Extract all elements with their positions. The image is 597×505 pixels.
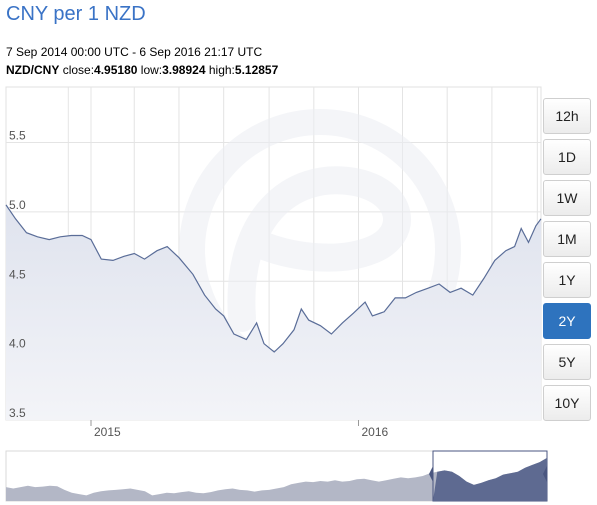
timeframe-10y-button[interactable]: 10Y — [543, 385, 591, 421]
timeframe-1d-button[interactable]: 1D — [543, 139, 591, 175]
y-tick-label: 3.5 — [9, 406, 26, 420]
timeframe-5y-button[interactable]: 5Y — [543, 344, 591, 380]
x-tick-label: 2016 — [362, 425, 389, 439]
y-tick-label: 4.0 — [9, 337, 26, 351]
low-label: low: — [140, 63, 163, 77]
timeframe-2y-button[interactable]: 2Y — [543, 303, 591, 339]
timeframe-1m-button[interactable]: 1M — [543, 221, 591, 257]
y-tick-label: 5.5 — [9, 129, 26, 143]
y-tick-label: 4.5 — [9, 267, 26, 281]
y-tick-label: 5.0 — [9, 198, 26, 212]
navigator-area — [6, 457, 547, 501]
close-value: 4.95180 — [94, 63, 138, 77]
chart-title: CNY per 1 NZD — [6, 3, 146, 25]
currency-pair: NZD/CNY — [6, 63, 60, 77]
navigator[interactable] — [5, 450, 548, 502]
timeframe-1w-button[interactable]: 1W — [543, 180, 591, 216]
rate-line — [5, 204, 542, 353]
navigator-selection-area — [433, 457, 547, 501]
high-label: high: — [208, 63, 235, 77]
high-value: 5.12857 — [234, 63, 279, 77]
navigator-right-handle[interactable] — [543, 466, 547, 482]
timeframe-1y-button[interactable]: 1Y — [543, 262, 591, 298]
close-label: close: — [62, 63, 95, 77]
navigator-left-handle[interactable] — [429, 466, 433, 482]
low-value: 3.98924 — [162, 63, 206, 77]
quote-stats: NZD/CNY close:4.95180 low:3.98924 high:5… — [6, 63, 278, 77]
rate-area — [6, 204, 541, 420]
timeframe-12h-button[interactable]: 12h — [543, 98, 591, 134]
date-range: 7 Sep 2014 00:00 UTC - 6 Sep 2016 21:17 … — [6, 45, 263, 59]
x-tick-label: 2015 — [94, 425, 121, 439]
